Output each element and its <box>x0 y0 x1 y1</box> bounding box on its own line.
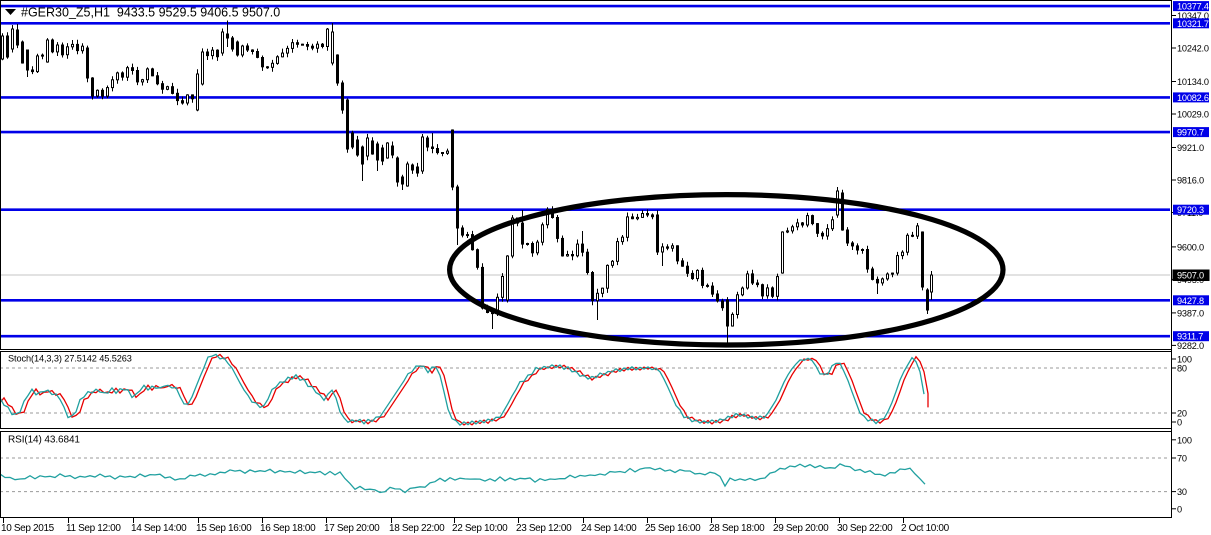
svg-text:RSI(14) 43.6841: RSI(14) 43.6841 <box>8 435 80 446</box>
svg-text:16 Sep 18:00: 16 Sep 18:00 <box>260 523 316 534</box>
svg-text:23 Sep 12:00: 23 Sep 12:00 <box>516 523 572 534</box>
svg-text:9816.0: 9816.0 <box>1177 176 1204 186</box>
svg-text:22 Sep 10:00: 22 Sep 10:00 <box>452 523 508 534</box>
svg-text:28 Sep 18:00: 28 Sep 18:00 <box>709 523 765 534</box>
svg-text:9282.0: 9282.0 <box>1177 341 1204 351</box>
svg-text:18 Sep 22:00: 18 Sep 22:00 <box>389 523 445 534</box>
svg-text:2 Oct 10:00: 2 Oct 10:00 <box>901 523 950 534</box>
svg-text:100: 100 <box>1177 435 1192 445</box>
svg-text:9600.0: 9600.0 <box>1177 242 1204 252</box>
svg-text:10 Sep 2015: 10 Sep 2015 <box>1 523 55 534</box>
svg-text:14 Sep 14:00: 14 Sep 14:00 <box>131 523 187 534</box>
svg-text:15 Sep 16:00: 15 Sep 16:00 <box>196 523 252 534</box>
svg-text:20: 20 <box>1177 409 1187 419</box>
svg-text:9507.0: 9507.0 <box>1177 271 1204 281</box>
svg-text:100: 100 <box>1177 355 1192 365</box>
svg-text:10321.7: 10321.7 <box>1177 19 1209 29</box>
svg-text:24 Sep 14:00: 24 Sep 14:00 <box>581 523 637 534</box>
svg-text:30: 30 <box>1177 487 1187 497</box>
svg-text:10134.0: 10134.0 <box>1177 77 1209 87</box>
svg-text:9311.7: 9311.7 <box>1177 332 1203 342</box>
svg-text:10082.6: 10082.6 <box>1177 93 1209 103</box>
svg-text:10242.0: 10242.0 <box>1177 44 1209 54</box>
svg-text:0: 0 <box>1177 418 1182 428</box>
svg-text:9720.3: 9720.3 <box>1177 205 1204 215</box>
svg-text:29 Sep 20:00: 29 Sep 20:00 <box>773 523 829 534</box>
svg-text:80: 80 <box>1177 364 1187 374</box>
svg-text:11 Sep 12:00: 11 Sep 12:00 <box>66 523 121 534</box>
svg-text:0: 0 <box>1177 504 1182 514</box>
svg-text:25 Sep 16:00: 25 Sep 16:00 <box>645 523 701 534</box>
svg-text:9387.0: 9387.0 <box>1177 308 1204 318</box>
svg-text:#GER30_Z5,H1 9433.5 9529.5 94: #GER30_Z5,H1 9433.5 9529.5 9406.5 9507.0 <box>21 6 280 20</box>
svg-text:9970.7: 9970.7 <box>1177 128 1204 138</box>
svg-text:10347.0: 10347.0 <box>1177 11 1209 21</box>
svg-text:Stoch(14,3,3) 27.5142 45.5263: Stoch(14,3,3) 27.5142 45.5263 <box>8 354 132 364</box>
svg-text:17 Sep 20:00: 17 Sep 20:00 <box>324 523 380 534</box>
svg-text:30 Sep 22:00: 30 Sep 22:00 <box>837 523 893 534</box>
svg-text:10029.0: 10029.0 <box>1177 110 1209 120</box>
svg-text:9427.8: 9427.8 <box>1177 296 1204 306</box>
svg-text:70: 70 <box>1177 454 1187 464</box>
svg-text:9921.0: 9921.0 <box>1177 143 1204 153</box>
svg-text:10377.4: 10377.4 <box>1177 2 1209 12</box>
